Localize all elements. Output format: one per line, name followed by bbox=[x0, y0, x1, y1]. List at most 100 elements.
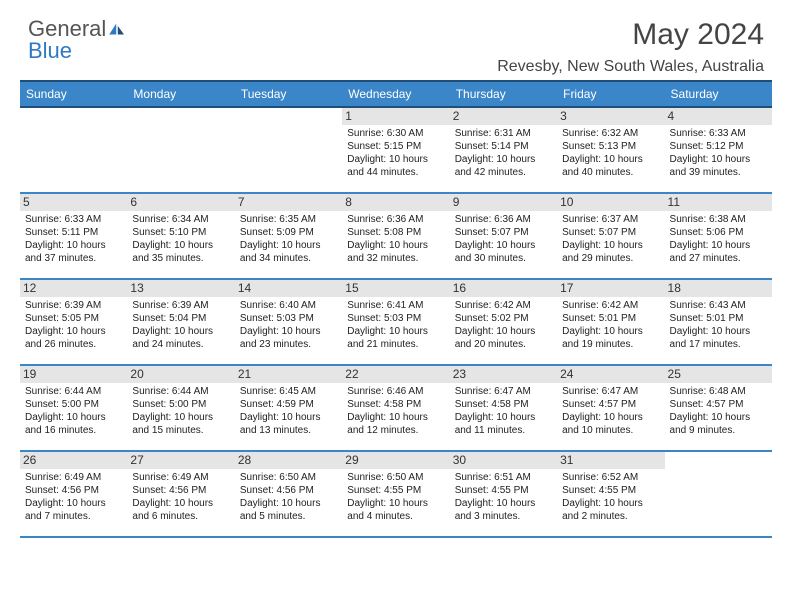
sunset-text: Sunset: 4:56 PM bbox=[132, 485, 229, 498]
daylight-text: Daylight: 10 hours bbox=[240, 498, 337, 511]
sunset-text: Sunset: 4:55 PM bbox=[455, 485, 552, 498]
day-number: 28 bbox=[235, 452, 342, 469]
daylight-text: Daylight: 10 hours bbox=[132, 412, 229, 425]
day-cell: 28Sunrise: 6:50 AMSunset: 4:56 PMDayligh… bbox=[235, 452, 342, 536]
day-cell: 14Sunrise: 6:40 AMSunset: 5:03 PMDayligh… bbox=[235, 280, 342, 364]
daylight-text: Daylight: 10 hours bbox=[25, 498, 122, 511]
sunrise-text: Sunrise: 6:50 AM bbox=[347, 472, 444, 485]
sunset-text: Sunset: 5:07 PM bbox=[562, 227, 659, 240]
day-number: 7 bbox=[235, 194, 342, 211]
sunrise-text: Sunrise: 6:39 AM bbox=[132, 300, 229, 313]
daylight-text: Daylight: 10 hours bbox=[132, 498, 229, 511]
sunset-text: Sunset: 5:02 PM bbox=[455, 313, 552, 326]
day-number: 15 bbox=[342, 280, 449, 297]
day-cell: 7Sunrise: 6:35 AMSunset: 5:09 PMDaylight… bbox=[235, 194, 342, 278]
sunset-text: Sunset: 4:57 PM bbox=[562, 399, 659, 412]
day-number: 29 bbox=[342, 452, 449, 469]
daylight-text: and 6 minutes. bbox=[132, 511, 229, 524]
day-cell: 8Sunrise: 6:36 AMSunset: 5:08 PMDaylight… bbox=[342, 194, 449, 278]
week-row: 1Sunrise: 6:30 AMSunset: 5:15 PMDaylight… bbox=[20, 108, 772, 194]
sunset-text: Sunset: 5:05 PM bbox=[25, 313, 122, 326]
daylight-text: Daylight: 10 hours bbox=[562, 240, 659, 253]
week-row: 26Sunrise: 6:49 AMSunset: 4:56 PMDayligh… bbox=[20, 452, 772, 538]
day-cell: 15Sunrise: 6:41 AMSunset: 5:03 PMDayligh… bbox=[342, 280, 449, 364]
day-header: Sunday bbox=[20, 82, 127, 106]
day-cell: 5Sunrise: 6:33 AMSunset: 5:11 PMDaylight… bbox=[20, 194, 127, 278]
day-number: 16 bbox=[450, 280, 557, 297]
sunrise-text: Sunrise: 6:32 AM bbox=[562, 128, 659, 141]
day-number: 11 bbox=[665, 194, 772, 211]
daylight-text: and 9 minutes. bbox=[670, 425, 767, 438]
day-cell: 3Sunrise: 6:32 AMSunset: 5:13 PMDaylight… bbox=[557, 108, 664, 192]
sunrise-text: Sunrise: 6:44 AM bbox=[25, 386, 122, 399]
day-cell: 31Sunrise: 6:52 AMSunset: 4:55 PMDayligh… bbox=[557, 452, 664, 536]
sunset-text: Sunset: 5:08 PM bbox=[347, 227, 444, 240]
day-number: 26 bbox=[20, 452, 127, 469]
daylight-text: and 2 minutes. bbox=[562, 511, 659, 524]
day-number: 12 bbox=[20, 280, 127, 297]
day-header: Friday bbox=[557, 82, 664, 106]
daylight-text: and 35 minutes. bbox=[132, 253, 229, 266]
day-cell: 22Sunrise: 6:46 AMSunset: 4:58 PMDayligh… bbox=[342, 366, 449, 450]
daylight-text: and 7 minutes. bbox=[25, 511, 122, 524]
sunrise-text: Sunrise: 6:44 AM bbox=[132, 386, 229, 399]
daylight-text: and 10 minutes. bbox=[562, 425, 659, 438]
sunset-text: Sunset: 5:04 PM bbox=[132, 313, 229, 326]
daylight-text: Daylight: 10 hours bbox=[347, 154, 444, 167]
logo-text-2: Blue bbox=[28, 38, 72, 63]
sunrise-text: Sunrise: 6:33 AM bbox=[25, 214, 122, 227]
sunset-text: Sunset: 5:12 PM bbox=[670, 141, 767, 154]
daylight-text: Daylight: 10 hours bbox=[240, 240, 337, 253]
sail-icon bbox=[107, 18, 127, 40]
daylight-text: and 24 minutes. bbox=[132, 339, 229, 352]
daylight-text: and 15 minutes. bbox=[132, 425, 229, 438]
sunset-text: Sunset: 5:14 PM bbox=[455, 141, 552, 154]
daylight-text: and 30 minutes. bbox=[455, 253, 552, 266]
day-number: 31 bbox=[557, 452, 664, 469]
day-number: 4 bbox=[665, 108, 772, 125]
day-number: 1 bbox=[342, 108, 449, 125]
daylight-text: Daylight: 10 hours bbox=[347, 326, 444, 339]
day-cell: 11Sunrise: 6:38 AMSunset: 5:06 PMDayligh… bbox=[665, 194, 772, 278]
day-number: 10 bbox=[557, 194, 664, 211]
sunrise-text: Sunrise: 6:37 AM bbox=[562, 214, 659, 227]
sunrise-text: Sunrise: 6:47 AM bbox=[455, 386, 552, 399]
daylight-text: Daylight: 10 hours bbox=[347, 240, 444, 253]
sunset-text: Sunset: 5:13 PM bbox=[562, 141, 659, 154]
day-cell: 20Sunrise: 6:44 AMSunset: 5:00 PMDayligh… bbox=[127, 366, 234, 450]
sunset-text: Sunset: 5:07 PM bbox=[455, 227, 552, 240]
daylight-text: Daylight: 10 hours bbox=[670, 240, 767, 253]
day-number: 23 bbox=[450, 366, 557, 383]
location-label: Revesby, New South Wales, Australia bbox=[497, 58, 764, 76]
day-cell: 24Sunrise: 6:47 AMSunset: 4:57 PMDayligh… bbox=[557, 366, 664, 450]
day-cell: 2 Sunrise: 6:31 AMSunset: 5:14 PMDaylight… bbox=[450, 108, 557, 192]
day-header: Thursday bbox=[450, 82, 557, 106]
day-header: Wednesday bbox=[342, 82, 449, 106]
day-number: 24 bbox=[557, 366, 664, 383]
day-cell bbox=[665, 452, 772, 536]
daylight-text: and 21 minutes. bbox=[347, 339, 444, 352]
day-cell: 29Sunrise: 6:50 AMSunset: 4:55 PMDayligh… bbox=[342, 452, 449, 536]
sunset-text: Sunset: 5:00 PM bbox=[25, 399, 122, 412]
day-cell: 21Sunrise: 6:45 AMSunset: 4:59 PMDayligh… bbox=[235, 366, 342, 450]
daylight-text: and 44 minutes. bbox=[347, 167, 444, 180]
sunset-text: Sunset: 5:00 PM bbox=[132, 399, 229, 412]
sunrise-text: Sunrise: 6:46 AM bbox=[347, 386, 444, 399]
day-number: 2 bbox=[450, 108, 557, 125]
calendar: Sunday Monday Tuesday Wednesday Thursday… bbox=[0, 80, 792, 538]
sunrise-text: Sunrise: 6:45 AM bbox=[240, 386, 337, 399]
daylight-text: Daylight: 10 hours bbox=[455, 154, 552, 167]
weeks-container: 1Sunrise: 6:30 AMSunset: 5:15 PMDaylight… bbox=[20, 108, 772, 538]
day-cell: 26Sunrise: 6:49 AMSunset: 4:56 PMDayligh… bbox=[20, 452, 127, 536]
day-header: Saturday bbox=[665, 82, 772, 106]
sunrise-text: Sunrise: 6:42 AM bbox=[562, 300, 659, 313]
daylight-text: and 29 minutes. bbox=[562, 253, 659, 266]
sunset-text: Sunset: 5:01 PM bbox=[670, 313, 767, 326]
day-number: 9 bbox=[450, 194, 557, 211]
daylight-text: and 12 minutes. bbox=[347, 425, 444, 438]
daylight-text: and 40 minutes. bbox=[562, 167, 659, 180]
day-number: 19 bbox=[20, 366, 127, 383]
page-title: May 2024 bbox=[497, 18, 764, 52]
sunrise-text: Sunrise: 6:31 AM bbox=[455, 128, 552, 141]
daylight-text: and 20 minutes. bbox=[455, 339, 552, 352]
